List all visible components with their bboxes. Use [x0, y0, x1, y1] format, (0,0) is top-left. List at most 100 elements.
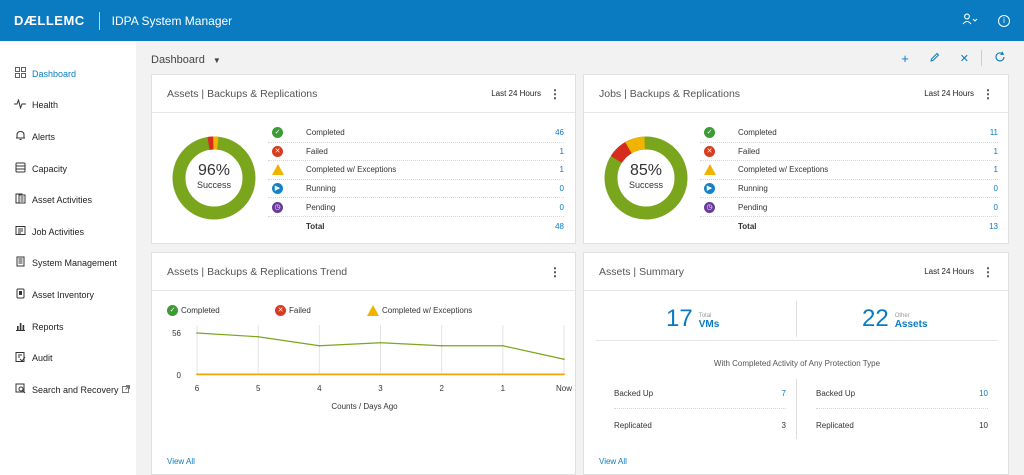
time-range-label[interactable]: Last 24 Hours [924, 267, 974, 276]
legend-completed[interactable]: ✓ Completed [167, 305, 220, 316]
sidebar-item-label: Asset Activities [32, 195, 93, 206]
data-point [257, 373, 259, 376]
sidebar-item-search-and-recovery[interactable]: Search and Recovery [0, 374, 136, 406]
panel-title: Assets | Backups & Replications [167, 87, 318, 100]
status-count[interactable]: 0 [993, 202, 998, 212]
add-icon[interactable]: + [901, 50, 909, 66]
more-options-icon[interactable]: ⋮ [982, 264, 994, 279]
summary-divider [796, 301, 797, 337]
more-options-icon[interactable]: ⋮ [549, 264, 561, 279]
warning-triangle-icon [704, 164, 716, 176]
vms-replicated-row[interactable]: Replicated 3 [614, 410, 786, 440]
total-label: Total [738, 221, 757, 231]
sidebar-item-label: Audit [32, 353, 53, 364]
trend-chart: 56 0 6 5 4 3 2 1 Now [172, 325, 572, 393]
status-row-exceptions[interactable]: Completed w/ Exceptions 1 [268, 161, 564, 180]
status-row-pending[interactable]: ◷ Pending 0 [268, 198, 564, 217]
user-icon[interactable] [962, 13, 978, 28]
view-all-link[interactable]: View All [167, 457, 195, 466]
status-row-completed[interactable]: ✓ Completed 46 [268, 124, 564, 143]
more-options-icon[interactable]: ⋮ [549, 86, 561, 101]
status-row-failed[interactable]: ✕ Failed 1 [268, 143, 564, 162]
vms-summary[interactable]: 17 Total VMs [666, 305, 719, 333]
sidebar-item-label: Reports [32, 321, 64, 332]
sidebar-item-reports[interactable]: Reports [0, 311, 136, 343]
status-count[interactable]: 0 [993, 184, 998, 194]
legend-exceptions[interactable]: Completed w/ Exceptions [367, 305, 472, 316]
page-title: Dashboard [151, 54, 205, 66]
status-row-failed[interactable]: ✕ Failed 1 [700, 143, 998, 162]
time-range-label[interactable]: Last 24 Hours [491, 89, 541, 98]
row-value[interactable]: 7 [781, 389, 786, 398]
edit-icon[interactable] [929, 51, 940, 66]
bell-icon [14, 130, 26, 144]
status-count[interactable]: 46 [555, 128, 564, 138]
row-value[interactable]: 10 [979, 389, 988, 398]
status-count[interactable]: 11 [989, 128, 998, 138]
assets-replicated-row[interactable]: Replicated 10 [816, 410, 988, 440]
status-row-running[interactable]: ▶ Running 0 [268, 180, 564, 199]
warning-triangle-icon [272, 164, 284, 176]
vms-backed-up-row[interactable]: Backed Up 7 [614, 379, 786, 409]
status-row-exceptions[interactable]: Completed w/ Exceptions 1 [700, 161, 998, 180]
panel-title: Assets | Backups & Replications Trend [167, 265, 348, 278]
vms-unit: VMs [698, 319, 720, 330]
status-row-pending[interactable]: ◷ Pending 0 [700, 198, 998, 217]
panel-header: Assets | Backups & Replications Trend ⋮ [152, 253, 575, 291]
asset-inventory-icon [14, 288, 26, 302]
summary-hrule [596, 340, 998, 341]
status-count[interactable]: 1 [559, 165, 564, 175]
total-count[interactable]: 48 [555, 221, 564, 231]
status-count[interactable]: 1 [993, 165, 998, 175]
status-count[interactable]: 1 [559, 146, 564, 156]
more-options-icon[interactable]: ⋮ [982, 86, 994, 101]
total-label: Total [306, 221, 325, 231]
status-count[interactable]: 0 [559, 184, 564, 194]
legend-failed[interactable]: ✕ Failed [275, 305, 311, 316]
x-tick-label: 1 [501, 384, 506, 393]
x-tick-label: Now [556, 384, 572, 393]
row-label: Backed Up [614, 389, 654, 398]
sidebar-item-dashboard[interactable]: Dashboard [0, 58, 136, 90]
sidebar-item-health[interactable]: Health [0, 90, 136, 122]
data-point [563, 358, 565, 361]
time-range-label[interactable]: Last 24 Hours [924, 89, 974, 98]
check-circle-icon: ✓ [704, 127, 715, 139]
view-all-link[interactable]: View All [599, 457, 627, 466]
close-icon[interactable]: ✕ [959, 52, 969, 65]
status-count[interactable]: 1 [993, 146, 998, 156]
bar-chart-icon [14, 320, 26, 334]
dashboard-selector[interactable]: Dashboard ▼ [151, 54, 221, 66]
sidebar-item-capacity[interactable]: Capacity [0, 153, 136, 185]
status-label: Pending [306, 202, 336, 212]
total-count[interactable]: 13 [989, 221, 998, 231]
assets-backed-up-row[interactable]: Backed Up 10 [816, 379, 988, 409]
status-label: Running [306, 184, 336, 194]
assets-unit: Assets [894, 319, 928, 330]
x-tick-label: 6 [195, 384, 200, 393]
jobs-backups-panel: Jobs | Backups & Replications Last 24 Ho… [583, 74, 1009, 244]
info-icon[interactable]: i [998, 14, 1010, 27]
data-point [502, 344, 504, 347]
refresh-icon[interactable] [994, 51, 1006, 66]
sidebar-item-job-activities[interactable]: Job Activities [0, 216, 136, 248]
sidebar-item-label: System Management [32, 258, 118, 269]
status-row-running[interactable]: ▶ Running 0 [700, 180, 998, 199]
audit-icon [14, 351, 26, 365]
assets-summary[interactable]: 22 Other Assets [862, 305, 928, 333]
job-activities-icon [14, 225, 26, 239]
sidebar-item-alerts[interactable]: Alerts [0, 121, 136, 153]
x-axis-title: Counts / Days Ago [331, 402, 398, 411]
sidebar-item-audit[interactable]: Audit [0, 342, 136, 374]
warning-triangle-icon [367, 305, 379, 316]
row-value: 10 [979, 420, 988, 430]
sidebar-item-system-management[interactable]: System Management [0, 248, 136, 280]
row-label: Backed Up [816, 389, 856, 398]
sidebar-item-asset-activities[interactable]: Asset Activities [0, 184, 136, 216]
asset-activities-icon [14, 193, 26, 207]
status-count[interactable]: 0 [559, 202, 564, 212]
status-row-completed[interactable]: ✓ Completed 11 [700, 124, 998, 143]
y-tick-label: 0 [177, 371, 182, 380]
sidebar-item-label: Capacity [32, 163, 68, 174]
sidebar-item-asset-inventory[interactable]: Asset Inventory [0, 279, 136, 311]
